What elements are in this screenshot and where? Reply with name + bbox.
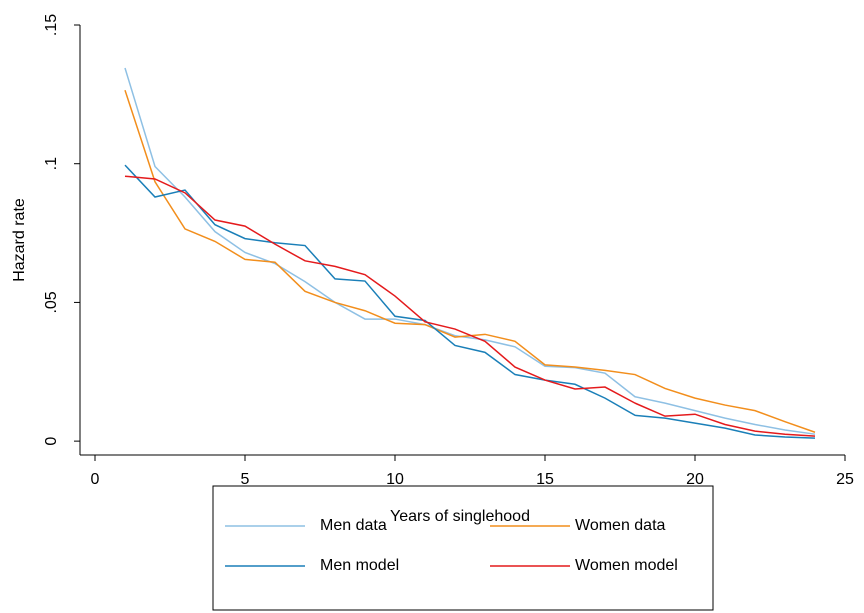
- legend-box: [212, 485, 714, 611]
- x-tick-label: 0: [91, 471, 100, 488]
- legend-label: Men data: [320, 517, 387, 534]
- legend-label: Women model: [575, 557, 678, 574]
- y-axis-label: Hazard rate: [11, 198, 28, 282]
- legend-label: Men model: [320, 557, 399, 574]
- y-tick-label: 0: [43, 437, 60, 446]
- legend-label: Women data: [575, 517, 666, 534]
- series-line: [124, 89, 816, 433]
- y-tick-label: .15: [43, 14, 60, 36]
- x-tick-label: 10: [386, 471, 404, 488]
- y-tick-label: .05: [43, 291, 60, 313]
- x-tick-label: 5: [241, 471, 250, 488]
- x-tick-label: 25: [836, 471, 854, 488]
- series-line: [124, 67, 816, 435]
- y-tick-label: .1: [43, 157, 60, 170]
- x-tick-label: 20: [686, 471, 704, 488]
- x-tick-label: 15: [536, 471, 554, 488]
- series-line: [124, 164, 816, 439]
- x-axis-label: Years of singlehood: [390, 508, 530, 525]
- series-line: [124, 175, 816, 437]
